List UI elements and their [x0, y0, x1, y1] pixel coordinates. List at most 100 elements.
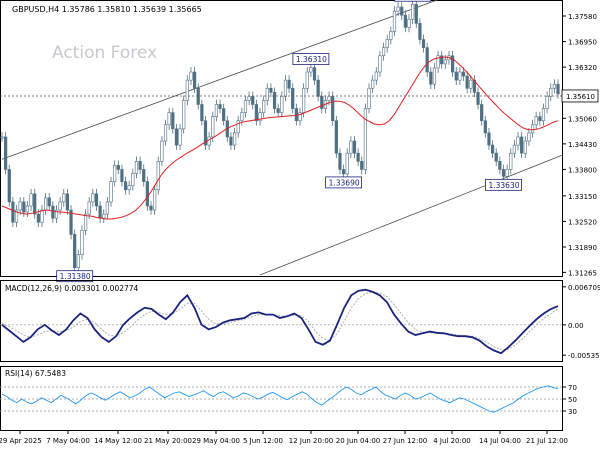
y-tick-label: 1.31265	[568, 269, 597, 277]
rsi-label: RSI(14) 67.5483	[5, 369, 66, 378]
price-candle	[174, 128, 179, 146]
price-candle	[247, 96, 251, 101]
price-candle	[36, 213, 40, 223]
price-candle	[381, 47, 386, 57]
price-candle	[87, 201, 91, 215]
price-candle	[530, 124, 535, 134]
x-tick-label: 27 Jun 12:00	[383, 437, 427, 445]
price-candle	[374, 71, 378, 81]
price-candle	[305, 71, 309, 89]
price-candle	[211, 116, 215, 138]
price-candle	[18, 201, 22, 211]
rsi-tick-label: 30	[568, 408, 577, 416]
price-candle	[203, 120, 208, 146]
price-candle	[262, 100, 266, 113]
price-candle	[436, 55, 440, 69]
price-candle	[407, 18, 411, 28]
price-candle	[240, 112, 244, 122]
y-tick-label: 1.33800	[568, 166, 597, 174]
price-candle	[134, 161, 139, 174]
price-candle	[251, 96, 255, 105]
rsi-tick-label: 50	[568, 396, 577, 404]
price-candle	[51, 205, 55, 219]
x-tick-label: 4 Jul 20:00	[433, 437, 471, 445]
price-candle	[83, 213, 88, 231]
price-candle	[494, 152, 498, 162]
x-tick-label: 5 Jun 12:00	[243, 437, 283, 445]
price-candle	[498, 161, 502, 170]
main-y-axis: 1.375801.369501.363201.356901.350601.344…	[561, 13, 599, 277]
macd-tick-label: 0.006709	[568, 284, 600, 292]
x-tick-label: 29 May 04:00	[192, 437, 240, 445]
main-plot: 1.37870 1.36310 1.33690 1.33630 1.31380	[0, 0, 563, 283]
price-candle	[33, 193, 37, 215]
y-tick-label: 1.32520	[568, 218, 597, 226]
price-candle	[465, 75, 469, 89]
price-candle	[258, 112, 262, 122]
price-candle	[120, 169, 124, 182]
rsi-tick-label: 70	[568, 384, 577, 392]
price-candle	[58, 201, 62, 211]
price-candle	[487, 132, 491, 146]
price-candle	[552, 83, 556, 89]
price-candle	[414, 3, 418, 24]
price-candle	[236, 120, 240, 134]
price-candle	[156, 161, 160, 191]
price-candle	[0, 136, 4, 139]
price-candle	[538, 116, 542, 122]
moving-average-line	[1, 56, 559, 220]
price-candle	[116, 165, 120, 170]
price-candle	[54, 209, 59, 219]
price-candle	[302, 87, 306, 113]
price-candle	[403, 14, 407, 28]
rsi-y-axis: 70 50 30	[562, 384, 577, 416]
rsi-plot	[0, 385, 562, 413]
price-candle	[411, 3, 415, 20]
chart-header: GBPUSD,H4 1.35786 1.35810 1.35639 1.3566…	[12, 5, 202, 14]
price-candle	[243, 100, 248, 113]
price-candle	[229, 136, 233, 146]
price-candle	[142, 169, 146, 182]
price-candle	[345, 152, 349, 175]
price-candle	[73, 234, 77, 268]
price-candle	[556, 83, 560, 95]
price-candle	[131, 173, 135, 186]
price-candle	[44, 197, 48, 211]
price-candle	[102, 213, 106, 219]
price-candle	[171, 112, 175, 130]
price-candle	[138, 161, 142, 170]
price-candle	[105, 201, 109, 215]
x-tick-label: 7 May 04:00	[46, 437, 90, 445]
price-candle	[291, 87, 295, 109]
price-candle	[520, 136, 524, 154]
price-candle	[4, 136, 8, 170]
channel-upper-line	[1, 0, 439, 160]
price-candle	[25, 205, 30, 213]
price-candle	[11, 201, 15, 223]
price-candle	[269, 87, 273, 93]
price-candle	[65, 193, 70, 211]
price-candle	[123, 181, 128, 191]
macd-tick-label: 0.00	[568, 322, 584, 330]
annotation-label: 1.37870	[398, 0, 429, 1]
macd-y-axis: 0.006709 0.00 -0.00535	[562, 284, 600, 360]
price-candle	[196, 87, 200, 105]
price-candle	[280, 96, 284, 113]
annotation-label: 1.33630	[488, 181, 519, 190]
x-tick-label: 21 May 20:00	[144, 437, 192, 445]
macd-tick-label: -0.00535	[568, 352, 599, 360]
price-candle	[98, 205, 102, 219]
price-candle	[298, 112, 302, 122]
price-candle	[145, 181, 149, 207]
price-candle	[425, 47, 429, 73]
price-candle	[392, 10, 397, 32]
price-candle	[7, 169, 11, 203]
macd-label: MACD(12,26,9) 0.003301 0.002774	[5, 284, 139, 293]
price-candle	[91, 193, 95, 203]
price-candle	[385, 39, 389, 48]
x-tick-label: 12 Jun 20:00	[289, 437, 333, 445]
price-candle	[316, 79, 320, 97]
main-panel-frame	[0, 0, 563, 277]
price-candle	[14, 209, 19, 223]
price-candle	[22, 201, 26, 213]
